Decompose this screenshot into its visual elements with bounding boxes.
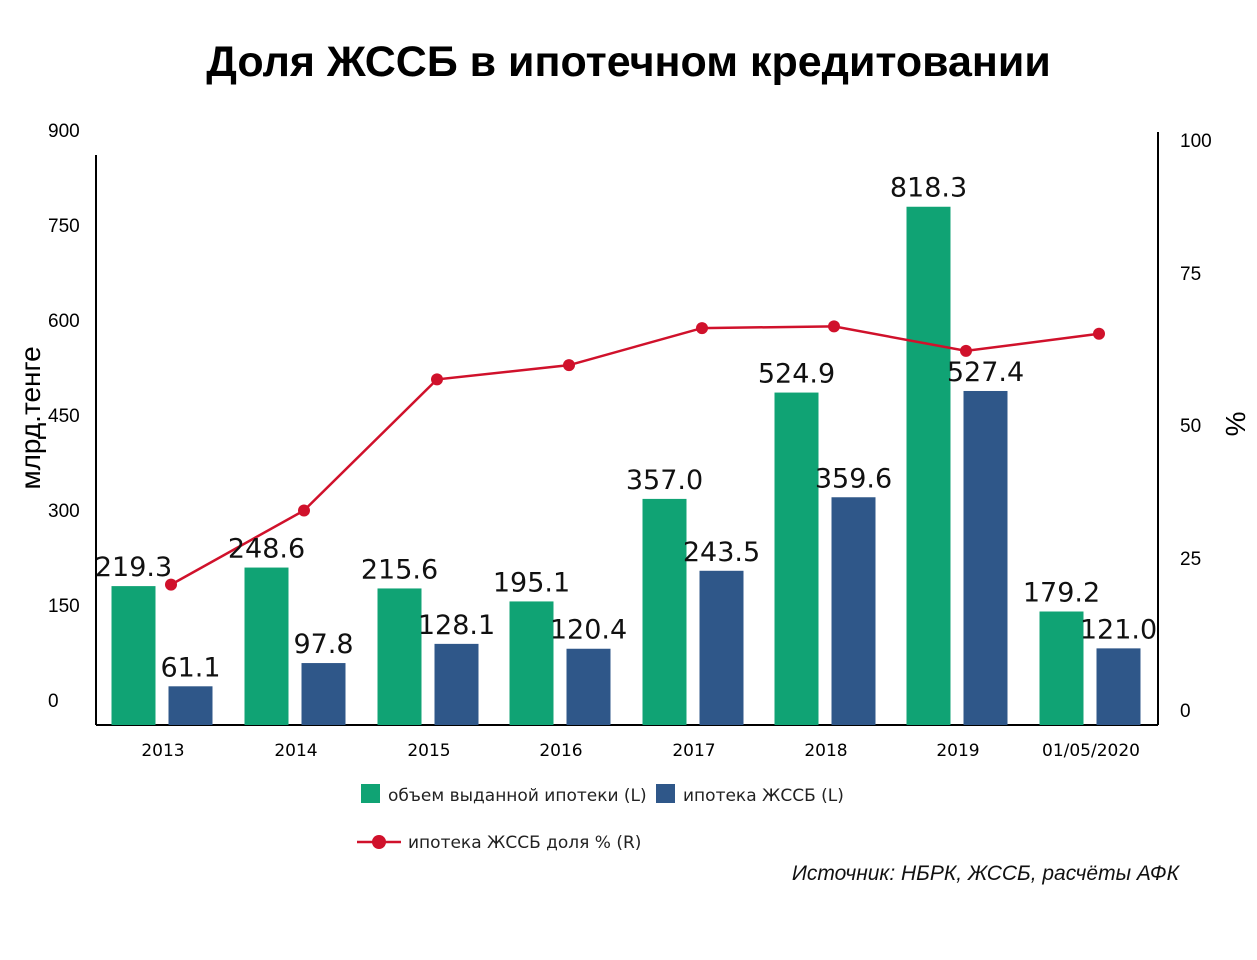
x-tick-label: 2014 <box>274 741 317 761</box>
bar-hcsb-mortgage <box>831 497 876 725</box>
share-point <box>563 359 575 372</box>
y-tick-label: 600 <box>48 311 80 332</box>
legend: объем выданной ипотеки (L) ипотека ЖССБ (… <box>357 784 844 853</box>
share-point <box>960 344 972 357</box>
share-point <box>696 322 708 335</box>
bar-hcsb-mortgage <box>1096 648 1141 725</box>
share-point <box>165 578 177 591</box>
data-label-total: 248.6 <box>228 534 305 565</box>
data-label-hcsb: 359.6 <box>815 463 892 494</box>
bar-hcsb-mortgage <box>301 663 346 725</box>
bar-total-mortgage <box>377 588 422 725</box>
source-note: Источник: НБРК, ЖССБ, расчёты АФК <box>791 862 1179 885</box>
line-layer <box>165 320 1105 591</box>
legend-label-total: объем выданной ипотеки (L) <box>388 786 647 806</box>
data-label-total: 818.3 <box>890 173 967 204</box>
share-point <box>298 504 310 517</box>
share-point <box>431 373 443 386</box>
data-label-total: 524.9 <box>758 359 835 390</box>
data-label-hcsb: 243.5 <box>683 537 760 568</box>
data-label-total: 215.6 <box>361 554 438 585</box>
data-label-total: 179.2 <box>1023 578 1100 609</box>
legend-label-share: ипотека ЖССБ доля % (R) <box>408 833 641 853</box>
data-label-hcsb: 128.1 <box>418 610 495 641</box>
y-tick-label: 0 <box>48 691 59 712</box>
bar-total-mortgage <box>111 586 156 725</box>
y-tick-label: 450 <box>48 406 80 427</box>
data-label-hcsb: 120.4 <box>550 615 627 646</box>
bar-hcsb-mortgage <box>168 686 213 725</box>
y-tick-label: 150 <box>48 596 80 617</box>
y2-axis-title: % <box>1220 412 1251 437</box>
x-tick-label: 2015 <box>407 741 450 761</box>
legend-swatch-hcsb <box>656 784 675 803</box>
x-tick-label: 2017 <box>672 741 715 761</box>
data-label-total: 219.3 <box>95 552 172 583</box>
data-label-hcsb: 121.0 <box>1080 614 1157 645</box>
share-line <box>170 325 1100 586</box>
data-label-hcsb: 527.4 <box>947 357 1024 388</box>
share-point <box>828 320 840 333</box>
y-tick-label: 750 <box>48 216 80 237</box>
legend-marker-share <box>372 835 386 849</box>
y2-tick-label: 100 <box>1180 131 1212 152</box>
x-tick-label: 2016 <box>539 741 582 761</box>
x-tick-label: 2019 <box>936 741 979 761</box>
bar-total-mortgage <box>244 567 289 725</box>
bar-hcsb-mortgage <box>566 648 611 725</box>
y-axis-title: млрд.тенге <box>15 346 46 489</box>
x-tick-label: 2018 <box>804 741 847 761</box>
bar-hcsb-mortgage <box>699 570 744 725</box>
share-point <box>1093 327 1105 340</box>
labels-layer: 219.3 61.1 248.6 97.8 215.6 128.1 195.1 120.4 35… <box>95 173 1157 684</box>
data-label-hcsb: 97.8 <box>293 629 353 660</box>
chart-title: Доля ЖССБ в ипотечном кредитовании <box>206 38 1051 86</box>
axes-layer: 0 150 300 450 600 750 900 0 25 50 75 100 млрд.тенге%… <box>15 121 1251 761</box>
y-tick-label: 300 <box>48 501 80 522</box>
bar-total-mortgage <box>906 206 951 725</box>
bar-total-mortgage <box>1039 611 1084 725</box>
data-label-total: 357.0 <box>626 465 703 496</box>
bar-total-mortgage <box>642 498 687 725</box>
data-label-total: 195.1 <box>493 567 570 598</box>
bar-hcsb-mortgage <box>434 643 479 725</box>
y-tick-label: 900 <box>48 121 80 142</box>
x-tick-label: 2013 <box>141 741 184 761</box>
bar-total-mortgage <box>509 601 554 725</box>
legend-swatch-total <box>361 784 380 803</box>
y2-tick-label: 25 <box>1180 549 1201 570</box>
data-label-hcsb: 61.1 <box>160 652 220 683</box>
x-tick-label: 01/05/2020 <box>1042 741 1140 761</box>
y2-tick-label: 50 <box>1180 416 1201 437</box>
legend-label-hcsb: ипотека ЖССБ (L) <box>683 786 844 806</box>
bar-total-mortgage <box>774 392 819 725</box>
bar-hcsb-mortgage <box>963 390 1008 725</box>
y2-tick-label: 75 <box>1180 264 1201 285</box>
bars-layer <box>111 206 1141 725</box>
y2-tick-label: 0 <box>1180 701 1191 722</box>
